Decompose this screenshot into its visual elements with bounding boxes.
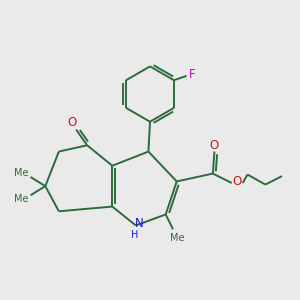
Text: N: N: [135, 218, 143, 230]
Text: F: F: [189, 68, 195, 81]
Text: O: O: [233, 175, 242, 188]
Text: Me: Me: [14, 194, 28, 204]
Text: H: H: [130, 230, 138, 241]
Text: Me: Me: [170, 233, 184, 243]
Text: O: O: [210, 139, 219, 152]
Text: Me: Me: [14, 168, 28, 178]
Text: O: O: [68, 116, 77, 128]
